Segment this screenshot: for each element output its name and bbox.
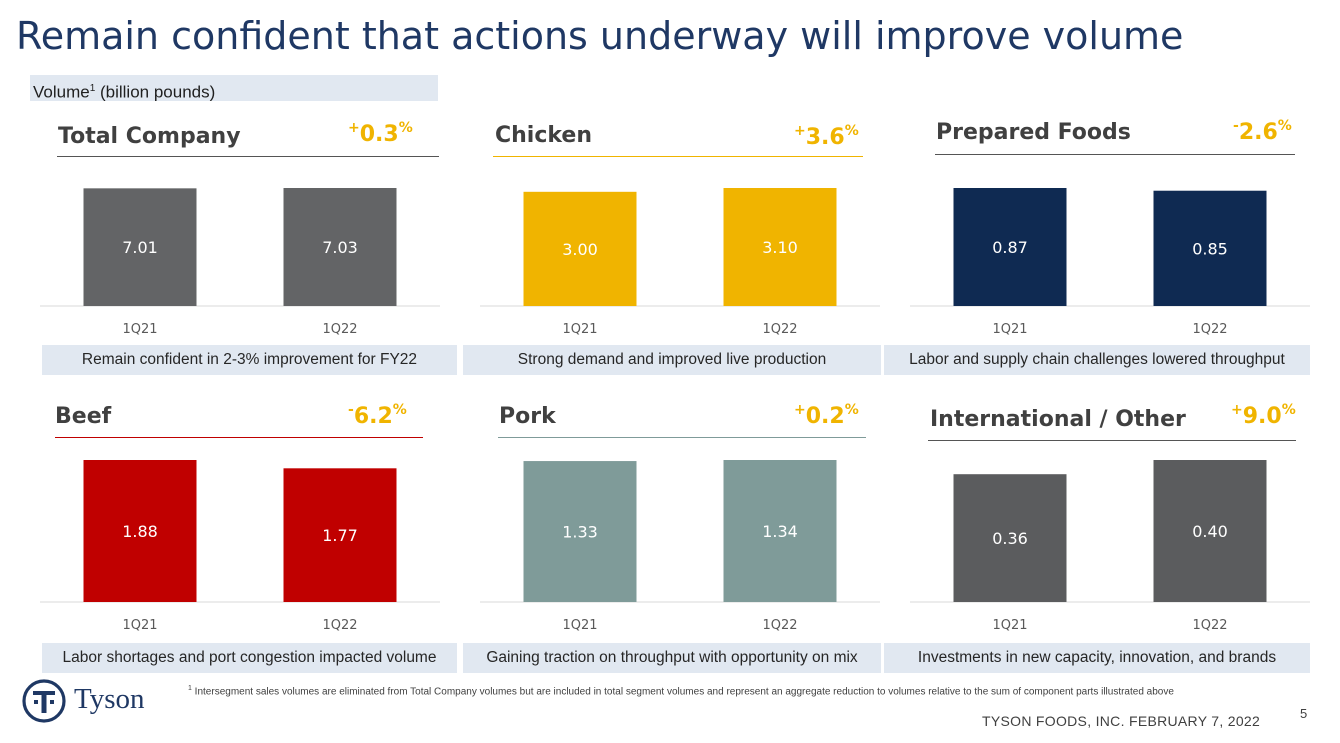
data-label: 0.36	[992, 529, 1028, 548]
change-value: 3.6	[805, 125, 845, 150]
company-date: TYSON FOODS, INC. FEBRUARY 7, 2022	[982, 713, 1261, 729]
change-value: 9.0	[1242, 404, 1282, 429]
bar-1q21	[523, 191, 637, 306]
change-value: 2.6	[1238, 120, 1278, 145]
segment-caption: Investments in new capacity, innovation,…	[884, 643, 1310, 673]
units-label-footnote-marker: 1	[89, 83, 96, 94]
change-sign: +	[1231, 402, 1243, 418]
x-tick-label: 1Q22	[322, 322, 357, 337]
bar-1q22	[1153, 460, 1267, 602]
x-tick-label: 1Q22	[762, 322, 797, 337]
segment-title: International / Other	[930, 407, 1186, 432]
bar-1q21	[83, 188, 197, 306]
change-value: 6.2	[353, 404, 393, 429]
bar-1q21	[523, 461, 637, 602]
footnote: 1 Intersegment sales volumes are elimina…	[188, 683, 1248, 698]
segment-caption: Gaining traction on throughput with oppo…	[463, 643, 881, 673]
data-label: 0.87	[992, 238, 1028, 257]
x-tick-label: 1Q22	[1192, 322, 1227, 337]
change-value: 0.2	[805, 404, 845, 429]
footnote-text: Intersegment sales volumes are eliminate…	[191, 686, 1174, 698]
tyson-logo: Tyson	[20, 677, 170, 725]
x-tick-label: 1Q21	[122, 618, 157, 633]
segment-title-underline	[57, 156, 439, 157]
units-label: Volume1 (billion pounds)	[30, 75, 438, 102]
bar-chart: 7.01 1Q21 7.03 1Q22	[40, 188, 440, 337]
data-label: 1.77	[322, 526, 358, 545]
change-unit: %	[1281, 402, 1296, 418]
change-unit: %	[844, 402, 859, 418]
segment-title: Chicken	[495, 123, 593, 148]
page-number: 5	[1300, 706, 1308, 721]
bar-1q22	[283, 188, 397, 306]
data-label: 1.34	[762, 522, 798, 541]
segment-title: Total Company	[58, 124, 241, 149]
data-label: 3.00	[562, 240, 598, 259]
segment-change: +9.0%	[1231, 402, 1296, 429]
segment-change: -2.6%	[1233, 118, 1292, 145]
change-sign: -	[348, 402, 354, 418]
bar-1q22	[723, 188, 837, 306]
x-tick-label: 1Q21	[992, 618, 1027, 633]
x-tick-label: 1Q21	[562, 618, 597, 633]
units-label-main: Volume	[33, 82, 90, 102]
data-label: 0.40	[1192, 522, 1228, 541]
bar-chart: 0.36 1Q21 0.40 1Q22	[910, 460, 1310, 633]
bar-1q22	[723, 460, 837, 602]
x-tick-label: 1Q22	[762, 618, 797, 633]
change-unit: %	[1277, 118, 1292, 134]
bar-1q22	[1153, 190, 1267, 306]
change-value: 0.3	[359, 122, 399, 147]
segment-title: Beef	[55, 404, 112, 429]
data-label: 7.01	[122, 238, 158, 257]
segment-change: +3.6%	[794, 123, 859, 150]
x-tick-label: 1Q21	[562, 322, 597, 337]
bar-chart: 1.33 1Q21 1.34 1Q22	[480, 460, 880, 633]
segment-caption: Remain confident in 2-3% improvement for…	[42, 345, 457, 375]
change-unit: %	[398, 120, 413, 136]
data-label: 1.88	[122, 522, 158, 541]
x-tick-label: 1Q22	[322, 618, 357, 633]
segment-title: Prepared Foods	[936, 120, 1131, 145]
data-label: 7.03	[322, 238, 358, 257]
data-label: 1.33	[562, 523, 598, 542]
segment-caption: Labor shortages and port congestion impa…	[42, 643, 457, 673]
change-sign: +	[794, 402, 806, 418]
segment-caption: Labor and supply chain challenges lowere…	[884, 345, 1310, 375]
bar-1q22	[283, 468, 397, 602]
segment-title-underline	[498, 437, 866, 438]
segment-title-underline	[935, 154, 1295, 155]
segment-title-underline	[493, 156, 863, 157]
bar-chart: 1.88 1Q21 1.77 1Q22	[40, 460, 440, 633]
x-tick-label: 1Q21	[122, 322, 157, 337]
logo-wordmark: Tyson	[74, 683, 145, 715]
bar-chart: 3.00 1Q21 3.10 1Q22	[480, 188, 880, 337]
units-label-rest: (billion pounds)	[95, 82, 216, 102]
segment-title-underline	[55, 437, 423, 438]
change-sign: -	[1233, 118, 1239, 134]
x-tick-label: 1Q21	[992, 322, 1027, 337]
data-label: 3.10	[762, 238, 798, 257]
footnote-marker: 1	[188, 685, 192, 692]
segment-caption: Strong demand and improved live producti…	[463, 345, 881, 375]
data-label: 0.85	[1192, 239, 1228, 258]
change-sign: +	[794, 123, 806, 139]
segment-change: +0.3%	[348, 120, 413, 147]
segment-title-underline	[928, 440, 1296, 441]
bar-1q21	[953, 474, 1067, 602]
change-sign: +	[348, 120, 360, 136]
bar-chart: 0.87 1Q21 0.85 1Q22	[910, 188, 1310, 337]
slide-title: Remain confident that actions underway w…	[16, 14, 1184, 58]
change-unit: %	[392, 402, 407, 418]
segment-change: +0.2%	[794, 402, 859, 429]
x-tick-label: 1Q22	[1192, 618, 1227, 633]
bar-1q21	[953, 188, 1067, 306]
segment-change: -6.2%	[348, 402, 407, 429]
bar-1q21	[83, 460, 197, 602]
segment-title: Pork	[499, 404, 556, 429]
change-unit: %	[844, 123, 859, 139]
tyson-emblem-icon	[22, 679, 66, 723]
